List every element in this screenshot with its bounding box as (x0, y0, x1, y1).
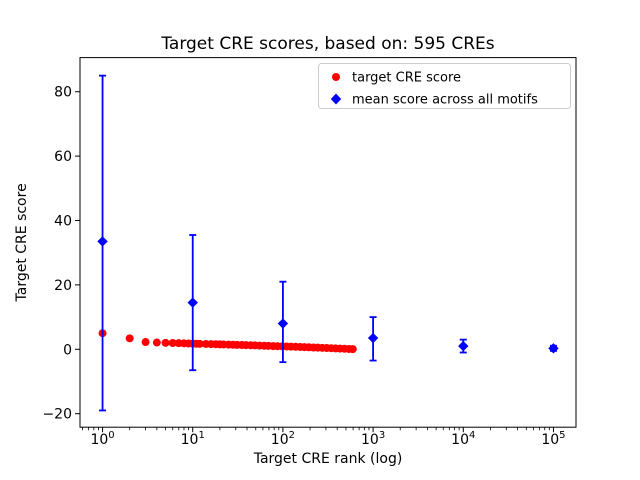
y-tick-label: 40 (54, 214, 72, 230)
legend-marker-diamond-icon (330, 93, 342, 105)
y-tick-label: 80 (54, 85, 72, 101)
legend-marker-circle-icon (332, 73, 340, 81)
data-point-diamond (277, 318, 289, 329)
y-axis-label: Target CRE score (14, 183, 30, 302)
data-point-diamond (187, 297, 198, 308)
y-tick-label: 60 (54, 149, 72, 165)
x-tick-label: 105 (541, 430, 565, 448)
data-point-circle (348, 345, 357, 354)
data-point-diamond (97, 236, 108, 247)
data-point-diamond (458, 340, 469, 352)
x-tick-label: 100 (90, 430, 114, 448)
legend-frame (318, 63, 571, 109)
y-tick-label: −20 (42, 407, 72, 423)
legend-label-mean: mean score across all motifs (352, 93, 538, 108)
x-axis-label: Target CRE rank (log) (253, 451, 403, 467)
y-tick-label: 0 (63, 342, 72, 358)
x-tick-label: 102 (271, 430, 295, 448)
x-tick-label: 104 (451, 430, 475, 448)
x-tick-label: 103 (361, 430, 385, 448)
data-point-circle (168, 339, 177, 348)
data-layer: 100 101 102 103 104 105 −20 0 20 40 60 80 (42, 74, 566, 448)
data-point-circle (195, 339, 204, 348)
data-point-circle (152, 338, 161, 347)
data-point-circle (125, 334, 134, 343)
plot-frame (79, 57, 577, 428)
y-tick-label: 20 (54, 278, 72, 294)
data-point-circle (161, 338, 170, 347)
chart-title: Target CRE scores, based on: 595 CREs (160, 34, 494, 54)
data-point-diamond (548, 343, 559, 354)
data-point-diamond (367, 332, 379, 344)
x-tick-label: 101 (181, 430, 205, 448)
data-point-circle (141, 338, 150, 347)
legend: target CRE score mean score across all m… (318, 63, 571, 109)
legend-label-target: target CRE score (352, 71, 461, 86)
